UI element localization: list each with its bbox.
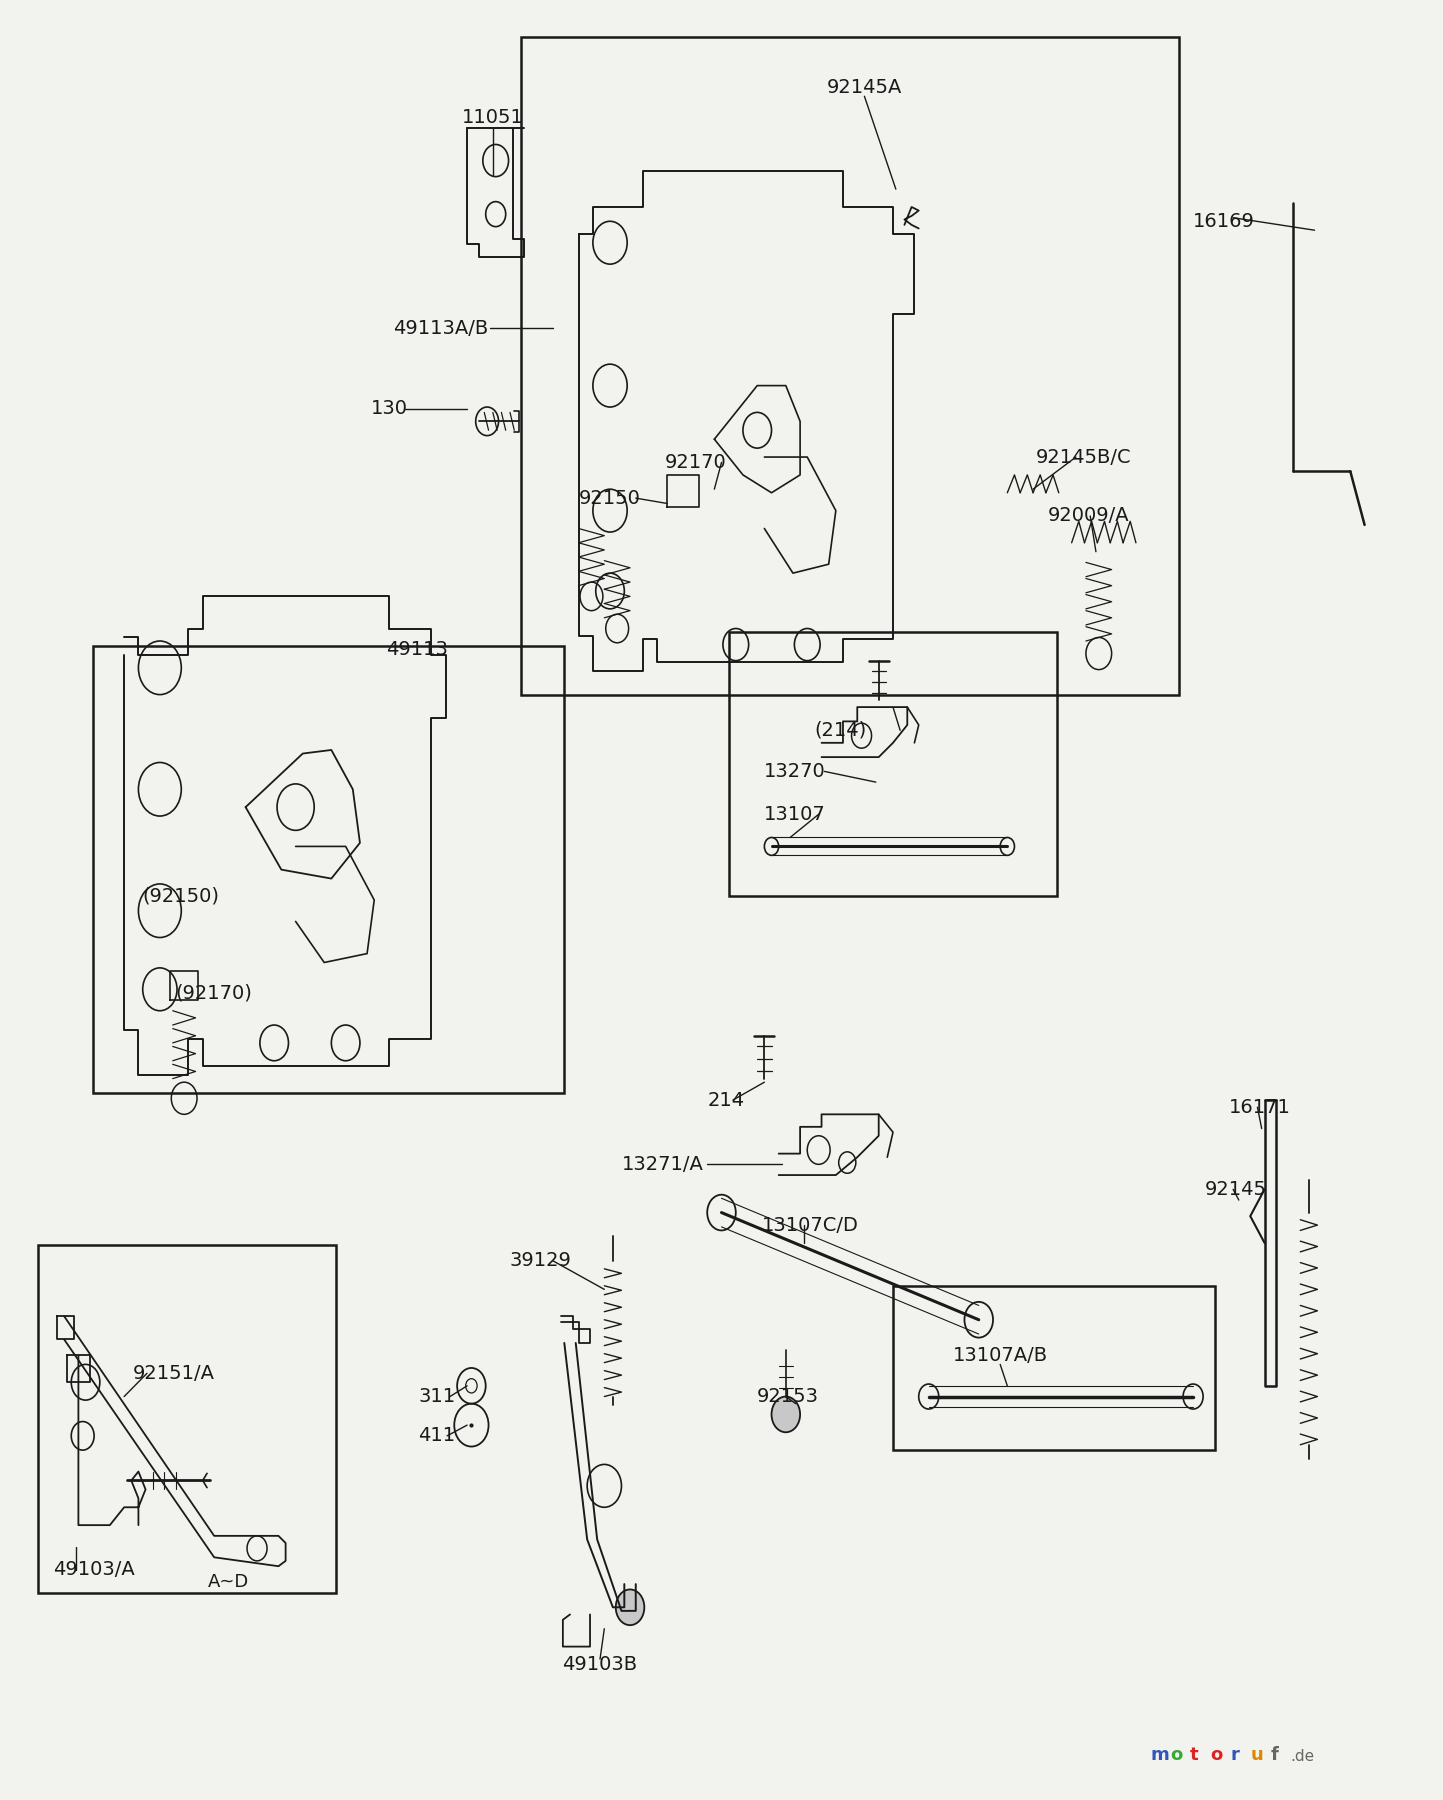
Circle shape xyxy=(707,1195,736,1231)
Text: 13271/A: 13271/A xyxy=(622,1156,703,1174)
Circle shape xyxy=(772,1397,799,1433)
Circle shape xyxy=(964,1301,993,1337)
Circle shape xyxy=(1183,1384,1203,1409)
Text: 92170: 92170 xyxy=(664,454,726,472)
Bar xyxy=(729,632,1058,896)
Text: 16169: 16169 xyxy=(1193,212,1255,230)
Bar xyxy=(893,1285,1215,1451)
Text: 13107C/D: 13107C/D xyxy=(762,1215,859,1235)
Bar xyxy=(92,646,564,1093)
Text: 49113: 49113 xyxy=(385,641,447,659)
Bar xyxy=(521,38,1179,695)
Text: 92151/A: 92151/A xyxy=(133,1364,215,1382)
Text: 130: 130 xyxy=(371,400,408,418)
Text: 13107: 13107 xyxy=(765,805,827,824)
Text: 49113A/B: 49113A/B xyxy=(392,319,488,338)
Text: 92153: 92153 xyxy=(758,1388,820,1406)
Circle shape xyxy=(1000,837,1014,855)
Text: (92150): (92150) xyxy=(143,887,219,905)
Text: m: m xyxy=(1150,1746,1169,1764)
Text: 411: 411 xyxy=(418,1426,456,1445)
Text: 92145B/C: 92145B/C xyxy=(1036,448,1131,466)
Text: 49103B: 49103B xyxy=(563,1654,638,1674)
Text: 214: 214 xyxy=(707,1091,745,1109)
Text: 92009/A: 92009/A xyxy=(1048,506,1128,526)
Circle shape xyxy=(919,1384,939,1409)
Text: (214): (214) xyxy=(814,720,867,740)
Text: f: f xyxy=(1270,1746,1278,1764)
Text: r: r xyxy=(1231,1746,1240,1764)
Text: 92145A: 92145A xyxy=(827,77,902,97)
Text: 16171: 16171 xyxy=(1229,1098,1290,1116)
Bar xyxy=(39,1246,336,1593)
Text: 49103/A: 49103/A xyxy=(53,1561,134,1579)
Text: u: u xyxy=(1250,1746,1263,1764)
Text: .de: .de xyxy=(1290,1750,1315,1764)
Circle shape xyxy=(616,1589,645,1625)
Text: t: t xyxy=(1190,1746,1199,1764)
Text: A~D: A~D xyxy=(208,1573,250,1591)
Text: o: o xyxy=(1170,1746,1182,1764)
Text: 92150: 92150 xyxy=(579,488,641,508)
Text: 13107A/B: 13107A/B xyxy=(952,1346,1048,1364)
Text: 92145: 92145 xyxy=(1205,1179,1267,1199)
Text: 39129: 39129 xyxy=(509,1251,571,1271)
Text: 311: 311 xyxy=(418,1388,456,1406)
Text: 13270: 13270 xyxy=(765,761,827,781)
Circle shape xyxy=(765,837,779,855)
Text: (92170): (92170) xyxy=(176,983,253,1003)
Text: 11051: 11051 xyxy=(462,108,524,128)
Text: o: o xyxy=(1211,1746,1222,1764)
